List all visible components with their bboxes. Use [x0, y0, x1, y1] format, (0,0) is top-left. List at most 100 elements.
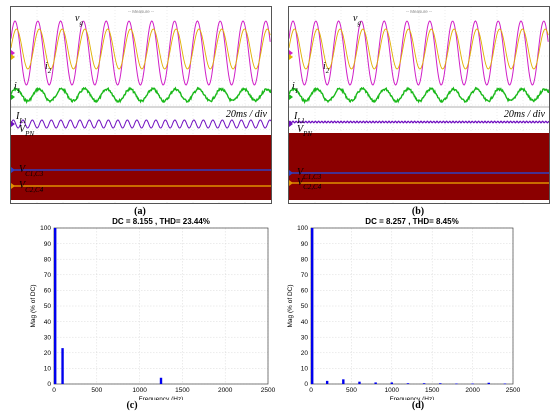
- x-tick-label: 1500: [425, 387, 440, 394]
- chart-bar: [311, 228, 314, 384]
- x-tick-label: 0: [52, 387, 56, 394]
- y-tick-label: 0: [304, 381, 308, 388]
- y-tick-label: 50: [301, 303, 309, 310]
- label-i2: i2: [323, 61, 330, 75]
- y-tick-label: 60: [44, 288, 52, 295]
- x-axis-label: Frequency (Hz): [390, 396, 435, 400]
- x-tick-label: 2500: [261, 387, 275, 394]
- channel-marker-icon: [289, 54, 293, 60]
- chart-bar: [439, 383, 442, 384]
- chart-plot-frame: [53, 227, 269, 385]
- y-tick-label: 30: [301, 334, 309, 341]
- y-tick-label: 20: [44, 350, 52, 357]
- trace-i1: [11, 86, 271, 105]
- subfigure-label-c: (c): [126, 400, 138, 411]
- x-tick-label: 2000: [465, 387, 480, 394]
- trace-i2: [11, 28, 271, 70]
- y-tick-label: 80: [301, 256, 309, 263]
- label-vg: vg: [353, 13, 361, 27]
- scope-panel-a: -- Measure -- vg i2 i1 IL1 VPN VC1,C3 VC2,C4 20m…: [4, 2, 272, 220]
- subfigure-label-d: (d): [411, 400, 425, 411]
- chart-title: DC = 8.257 , THD= 8.45%: [365, 217, 458, 226]
- y-tick-label: 0: [47, 381, 51, 388]
- scope-screen-b: -- Measure -- vg i2 i1 IL1 VPN VC1,C3 VC2,C4 20m…: [288, 6, 550, 204]
- y-tick-label: 100: [40, 225, 51, 232]
- chart-bar: [54, 228, 57, 384]
- y-axis-label: Mag (% of DC): [287, 285, 294, 328]
- y-tick-label: 50: [44, 303, 52, 310]
- y-tick-label: 90: [301, 241, 309, 248]
- chart-bar: [159, 377, 163, 384]
- channel-marker-icon: [11, 183, 15, 189]
- y-tick-label: 30: [44, 334, 52, 341]
- trace-vg: [289, 20, 549, 86]
- chart-bar: [471, 383, 474, 385]
- chart-bar: [325, 380, 329, 384]
- channel-marker-icon: [289, 170, 293, 176]
- trace-i1: [289, 86, 549, 105]
- channel-marker-icon: [11, 94, 15, 100]
- scope-traces-b: -- Measure --vgi2i1IL1VPNVC1,C3VC2,C420m…: [289, 7, 549, 203]
- subfigure-label-a: (a): [134, 206, 146, 217]
- subfigure-label-b: (b): [411, 206, 425, 217]
- y-tick-label: 70: [44, 272, 52, 279]
- chart-bar: [503, 383, 507, 385]
- x-tick-label: 500: [346, 387, 357, 394]
- trace-il1: [289, 120, 549, 124]
- channel-marker-icon: [289, 180, 293, 186]
- x-tick-label: 2500: [506, 387, 521, 394]
- trace-vg: [11, 20, 271, 86]
- scope-traces-a: -- Measure --vgi2i1IL1VPNVC1,C3VC2,C420m…: [11, 7, 271, 203]
- channel-marker-icon: [289, 121, 293, 127]
- y-tick-label: 40: [301, 319, 309, 326]
- channel-marker-icon: [11, 54, 15, 60]
- channel-marker-icon: [289, 144, 293, 150]
- channel-marker-icon: [11, 167, 15, 173]
- channel-marker-icon: [11, 121, 15, 127]
- label-il1: IL1: [293, 111, 305, 125]
- time-division-label: 20ms / div: [504, 109, 546, 120]
- y-tick-label: 100: [297, 225, 308, 232]
- chart-bar: [422, 383, 426, 384]
- y-tick-label: 80: [44, 256, 52, 263]
- time-division-label: 20ms / div: [226, 109, 268, 120]
- x-tick-label: 2000: [218, 387, 233, 394]
- y-tick-label: 60: [301, 288, 309, 295]
- chart-bar: [61, 348, 64, 384]
- x-tick-label: 500: [91, 387, 102, 394]
- chart-bar: [358, 381, 361, 384]
- y-tick-label: 10: [44, 366, 52, 373]
- channel-marker-icon: [11, 144, 15, 150]
- trace-i2: [289, 28, 549, 70]
- label-il1: IL1: [15, 111, 27, 125]
- chart-bar: [390, 382, 393, 384]
- x-tick-label: 0: [309, 387, 313, 394]
- chart-bar: [406, 383, 410, 384]
- label-i1: i1: [14, 81, 20, 95]
- y-axis-label: Mag (% of DC): [30, 285, 37, 328]
- scope-header-text: -- Measure --: [128, 9, 155, 14]
- y-tick-label: 70: [301, 272, 309, 279]
- x-tick-label: 1000: [385, 387, 400, 394]
- scope-screen-a: -- Measure -- vg i2 i1 IL1 VPN VC1,C3 VC2,C4 20m…: [10, 6, 272, 204]
- spectrum-chart-d: 0 500 1000 1500 2000 2500 0 10 20 30 40 50 60 70 80 90 1…: [287, 217, 521, 403]
- label-vg: vg: [75, 13, 83, 27]
- spectrum-panel-d: 0 500 1000 1500 2000 2500 0 10 20 30 40 50 60 70 80 90 1…: [275, 214, 550, 417]
- label-i1: i1: [292, 81, 298, 95]
- chart-bar: [487, 382, 490, 384]
- y-tick-label: 20: [301, 350, 309, 357]
- chart-title: DC = 8.155 , THD= 23.44%: [112, 217, 210, 226]
- trace-vpn-band: [289, 133, 549, 200]
- scope-header-text: -- Measure --: [406, 9, 433, 14]
- y-tick-label: 10: [301, 366, 309, 373]
- channel-marker-icon: [11, 50, 15, 56]
- chart-bar: [374, 382, 377, 384]
- spectrum-panel-c: 0 500 1000 1500 2000 2500 0 10 20 30 40 50 60 70 80 90 1…: [0, 214, 276, 417]
- trace-vpn-band: [11, 135, 271, 200]
- label-i2: i2: [45, 61, 52, 75]
- channel-marker-icon: [289, 50, 293, 56]
- chart-bar: [342, 379, 345, 384]
- channel-marker-icon: [289, 94, 293, 100]
- y-tick-label: 40: [44, 319, 52, 326]
- trace-il1: [11, 119, 271, 129]
